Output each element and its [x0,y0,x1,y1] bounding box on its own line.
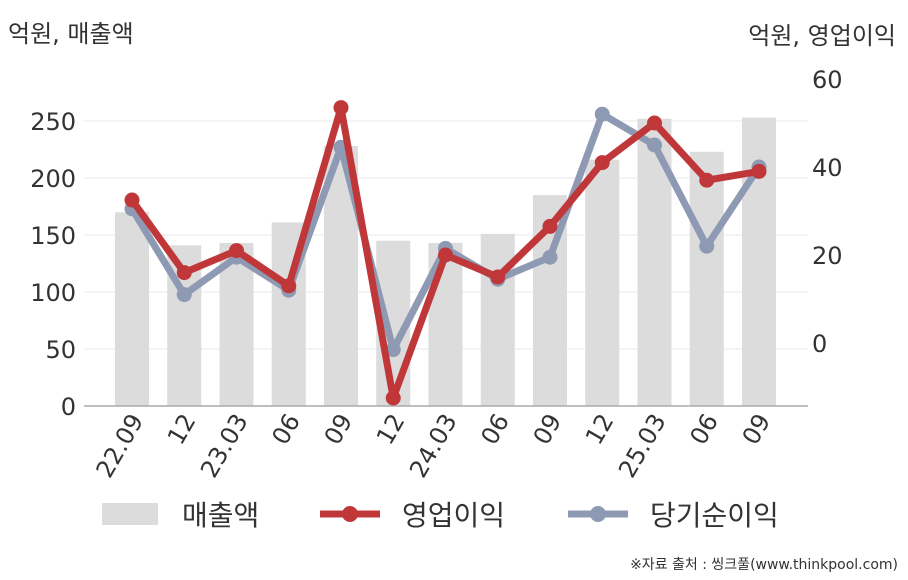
x-tick-label: 06 [684,409,724,449]
right-axis-unit: 억원, 영업이익 [748,22,896,50]
x-tick-label: 22.09 [91,409,150,483]
right-tick-label: 60 [812,66,843,94]
x-tick-label: 25.03 [613,409,672,483]
x-tick-label: 23.03 [195,409,254,483]
legend-label-net: 당기순이익 [650,499,779,532]
legend-swatch-net [568,506,628,522]
point-operating [229,243,244,259]
x-tick-label: 24.03 [404,409,463,483]
legend-item-net: 당기순이익 [566,494,779,534]
point-operating [542,218,558,234]
point-operating [699,172,715,188]
left-tick-label: 250 [30,108,76,136]
point-operating [751,163,767,179]
point-net [542,249,558,265]
point-operating [647,115,662,131]
bar-revenue [480,233,515,406]
x-tick-label: 09 [528,409,568,449]
point-net [385,342,401,358]
point-operating [176,265,192,281]
legend-item-operating: 영업이익 [318,494,505,534]
legend-swatch-operating [320,506,380,522]
point-net [594,106,610,122]
left-tick-label: 150 [30,222,76,250]
x-tick-label: 12 [162,409,202,449]
x-tick-label: 12 [371,409,411,449]
x-tick-label: 12 [580,409,620,449]
x-tick-label: 06 [266,409,306,449]
bar-revenue [115,212,149,406]
point-operating [124,192,140,208]
point-operating [333,100,349,116]
left-tick-label: 100 [30,279,76,307]
legend-label-revenue: 매출액 [182,499,260,532]
left-axis-unit: 억원, 매출액 [8,20,134,48]
legend-swatch-bar [102,503,158,525]
bar-revenue [689,151,724,406]
point-operating [490,269,506,285]
point-operating [438,247,453,263]
point-operating [281,278,297,294]
x-tick-label: 09 [319,409,359,449]
legend-label-operating: 영업이익 [402,499,506,532]
right-tick-label: 40 [812,154,843,182]
right-tick-label: 20 [812,242,843,270]
x-tick-label: 09 [737,409,777,449]
point-net [647,137,662,153]
legend: 매출액 영업이익 당기순이익 [0,494,908,534]
point-operating [594,155,610,171]
left-tick-label: 50 [45,336,76,364]
x-tick-label: 06 [475,409,515,449]
bar-revenue [219,242,254,406]
point-net [699,238,715,254]
left-tick-label: 0 [61,393,76,421]
source-note: ※자료 출처 : 씽크풀(www.thinkpool.com) [630,557,898,573]
right-tick-label: 0 [812,330,827,358]
left-tick-label: 200 [30,165,76,193]
point-operating [385,390,401,406]
bar-revenue [585,159,620,406]
legend-item-revenue: 매출액 [102,494,259,534]
point-net [176,287,192,303]
